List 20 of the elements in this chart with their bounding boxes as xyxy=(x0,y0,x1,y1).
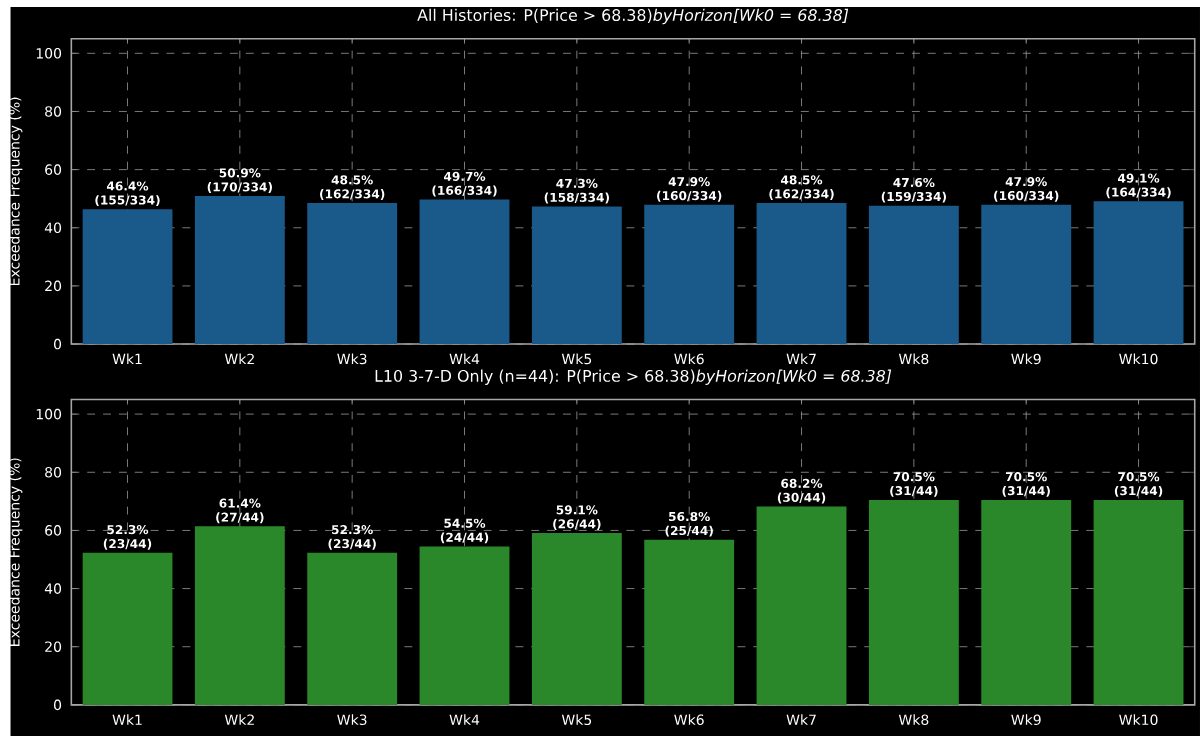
bar xyxy=(756,506,847,705)
bar xyxy=(419,199,510,344)
bar xyxy=(82,208,173,344)
bar xyxy=(756,202,847,344)
bar xyxy=(307,552,398,705)
bar xyxy=(1093,499,1184,705)
bar xyxy=(419,546,510,705)
bar xyxy=(531,206,622,344)
bar xyxy=(307,202,398,344)
bar xyxy=(82,552,173,705)
bar xyxy=(531,532,622,705)
bar xyxy=(644,539,735,705)
bar xyxy=(981,204,1072,344)
bar xyxy=(1093,201,1184,344)
bar xyxy=(868,499,959,705)
bar xyxy=(981,499,1072,705)
bar xyxy=(868,205,959,344)
bar xyxy=(644,204,735,344)
bar xyxy=(194,526,285,705)
bar xyxy=(194,195,285,344)
